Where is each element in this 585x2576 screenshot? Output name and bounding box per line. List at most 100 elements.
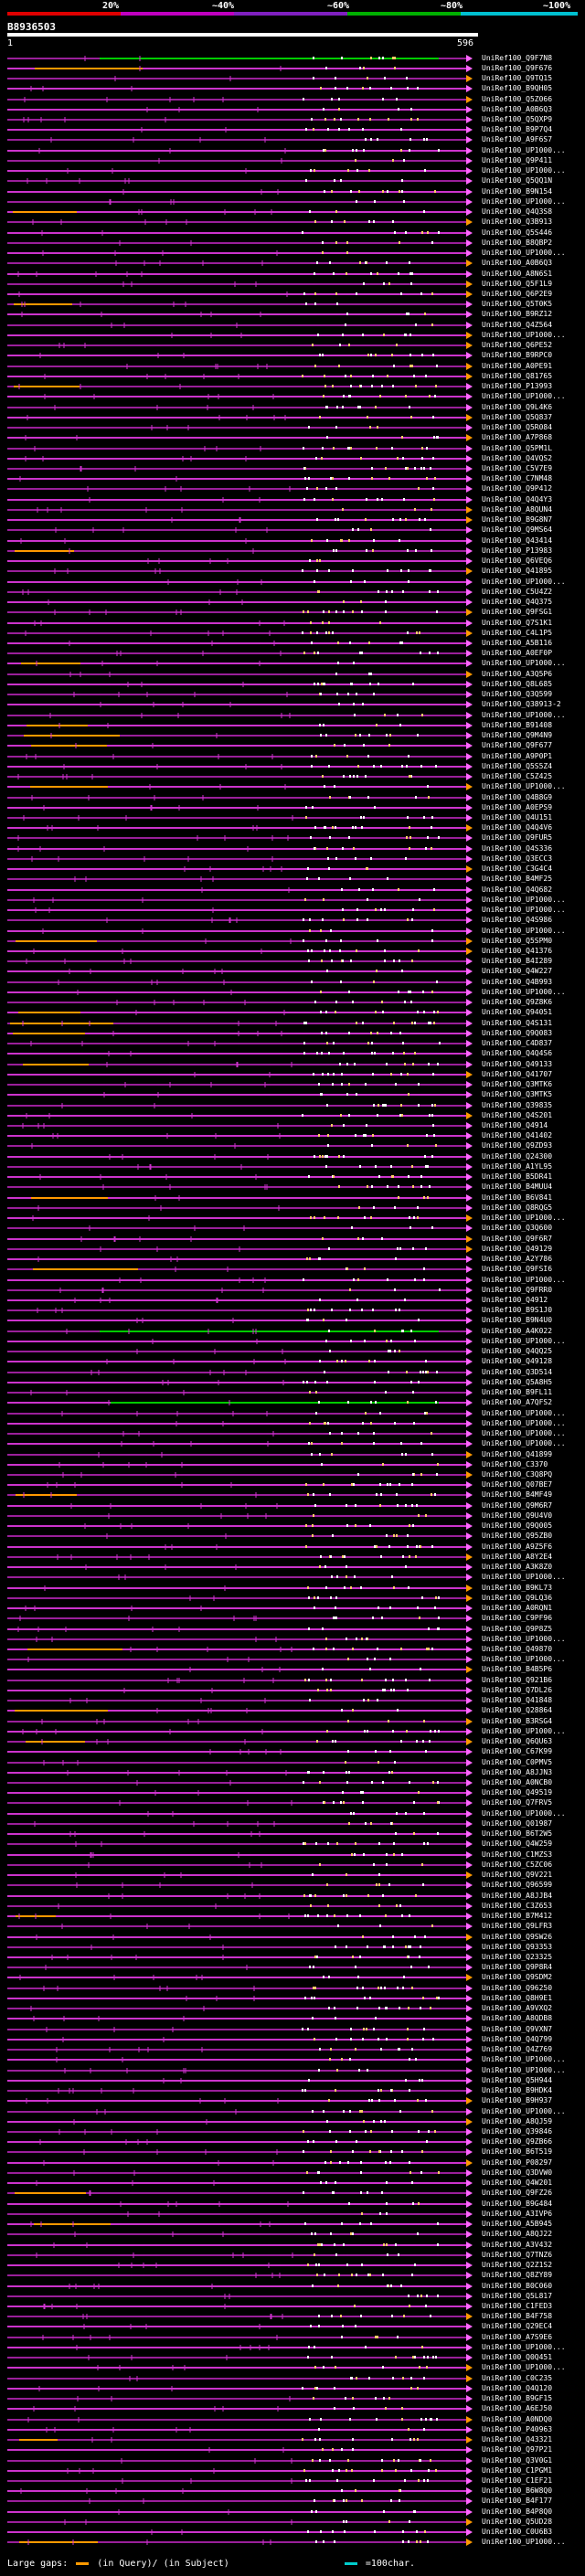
hit-label[interactable]: UniRef100_UP1000...: [482, 711, 566, 719]
hit-row[interactable]: [7, 1461, 473, 1468]
hit-label[interactable]: UniRef100_Q3B913: [482, 217, 553, 226]
hit-row[interactable]: [7, 968, 473, 975]
hit-label[interactable]: UniRef100_Q5S446: [482, 228, 553, 237]
hit-label[interactable]: UniRef100_A8N6S1: [482, 270, 553, 278]
hit-row[interactable]: [7, 2046, 473, 2053]
hit-row[interactable]: [7, 2477, 473, 2485]
hit-row[interactable]: [7, 1954, 473, 1961]
hit-row[interactable]: [7, 1389, 473, 1396]
hit-row[interactable]: [7, 177, 473, 185]
hit-row[interactable]: [7, 1585, 473, 1592]
hit-row[interactable]: [7, 1882, 473, 1889]
hit-row[interactable]: [7, 1923, 473, 1930]
hit-label[interactable]: UniRef100_A3K8Z0: [482, 1563, 553, 1571]
hit-label[interactable]: UniRef100_UP1000...: [482, 2538, 566, 2546]
hit-label[interactable]: UniRef100_Q39835: [482, 1101, 553, 1109]
hit-row[interactable]: [7, 2426, 473, 2433]
hit-label[interactable]: UniRef100_Q7S1K1: [482, 619, 553, 627]
hit-row[interactable]: [7, 2272, 473, 2279]
hit-row[interactable]: [7, 2518, 473, 2526]
hit-label[interactable]: UniRef100_Q23325: [482, 1953, 553, 1961]
hit-label[interactable]: UniRef100_Q5L817: [482, 2292, 553, 2300]
hit-row[interactable]: [7, 1615, 473, 1622]
hit-label[interactable]: UniRef100_Q9P8Z5: [482, 1625, 553, 1633]
hit-label[interactable]: UniRef100_Q5QXP9: [482, 115, 553, 123]
hit-label[interactable]: UniRef100_Q49519: [482, 1788, 553, 1797]
hit-row[interactable]: [7, 537, 473, 545]
hit-label[interactable]: UniRef100_Q5SPM0: [482, 937, 553, 945]
hit-label[interactable]: UniRef100_P13993: [482, 382, 553, 390]
hit-label[interactable]: UniRef100_Q9SW26: [482, 1933, 553, 1941]
hit-row[interactable]: [7, 794, 473, 801]
hit-label[interactable]: UniRef100_Q49128: [482, 1357, 553, 1365]
hit-label[interactable]: UniRef100_B9RPC0: [482, 351, 553, 359]
hit-label[interactable]: UniRef100_A7S9E6: [482, 2333, 553, 2341]
hit-label[interactable]: UniRef100_B6T2W5: [482, 1829, 553, 1838]
hit-row[interactable]: [7, 2293, 473, 2300]
hit-row[interactable]: [7, 783, 473, 790]
hit-label[interactable]: UniRef100_Q3V0G1: [482, 2456, 553, 2465]
hit-label[interactable]: UniRef100_C3370: [482, 1460, 548, 1468]
hit-label[interactable]: UniRef100_Q5QQ1N: [482, 176, 553, 185]
hit-label[interactable]: UniRef100_P13983: [482, 546, 553, 555]
hit-label[interactable]: UniRef100_A8QJ22: [482, 2230, 553, 2238]
hit-label[interactable]: UniRef100_A0NDQ0: [482, 2415, 553, 2423]
hit-label[interactable]: UniRef100_Q3Q600: [482, 1224, 553, 1232]
hit-label[interactable]: UniRef100_Q4Q120: [482, 2384, 553, 2392]
hit-row[interactable]: [7, 1020, 473, 1027]
hit-label[interactable]: UniRef100_UP1000...: [482, 249, 566, 257]
hit-label[interactable]: UniRef100_C3Z653: [482, 1902, 553, 1910]
hit-label[interactable]: UniRef100_A8Y2E4: [482, 1553, 553, 1561]
hit-row[interactable]: [7, 1348, 473, 1355]
hit-label[interactable]: UniRef100_A1YL95: [482, 1162, 553, 1171]
hit-label[interactable]: UniRef100_A3Q5P6: [482, 670, 553, 678]
hit-row[interactable]: [7, 1112, 473, 1119]
hit-row[interactable]: [7, 1369, 473, 1376]
hit-row[interactable]: [7, 1183, 473, 1191]
hit-row[interactable]: [7, 75, 473, 82]
hit-label[interactable]: UniRef100_UP1000...: [482, 906, 566, 914]
hit-row[interactable]: [7, 1532, 473, 1540]
hit-label[interactable]: UniRef100_UP1000...: [482, 146, 566, 154]
hit-row[interactable]: [7, 722, 473, 729]
hit-label[interactable]: UniRef100_B0C060: [482, 2282, 553, 2290]
hit-label[interactable]: UniRef100_B9GF15: [482, 2394, 553, 2402]
hit-row[interactable]: [7, 1871, 473, 1879]
hit-row[interactable]: [7, 1410, 473, 1417]
hit-label[interactable]: UniRef100_Q4S336: [482, 844, 553, 853]
hit-row[interactable]: [7, 906, 473, 914]
hit-row[interactable]: [7, 2108, 473, 2115]
hit-label[interactable]: UniRef100_C5U4Z2: [482, 588, 553, 596]
hit-label[interactable]: UniRef100_Q6VEQ6: [482, 557, 553, 565]
hit-row[interactable]: [7, 198, 473, 206]
hit-row[interactable]: [7, 1913, 473, 1920]
hit-row[interactable]: [7, 2026, 473, 2033]
hit-label[interactable]: UniRef100_C9PF96: [482, 1614, 553, 1622]
hit-row[interactable]: [7, 1759, 473, 1766]
hit-row[interactable]: [7, 1399, 473, 1406]
hit-label[interactable]: UniRef100_Q5PM1L: [482, 444, 553, 452]
hit-label[interactable]: UniRef100_UP1000...: [482, 166, 566, 175]
hit-row[interactable]: [7, 681, 473, 688]
hit-row[interactable]: [7, 1173, 473, 1181]
hit-row[interactable]: [7, 85, 473, 92]
hit-row[interactable]: [7, 2313, 473, 2320]
hit-label[interactable]: UniRef100_Q9P411: [482, 156, 553, 164]
hit-row[interactable]: [7, 465, 473, 472]
hit-label[interactable]: UniRef100_C0U6B3: [482, 2528, 553, 2536]
hit-label[interactable]: UniRef100_A8JJN3: [482, 1768, 553, 1776]
hit-label[interactable]: UniRef100_Q49129: [482, 1245, 553, 1253]
hit-row[interactable]: [7, 1030, 473, 1037]
hit-label[interactable]: UniRef100_UP1000...: [482, 331, 566, 339]
hit-label[interactable]: UniRef100_Q41376: [482, 947, 553, 955]
hit-label[interactable]: UniRef100_A8JJB4: [482, 1892, 553, 1900]
hit-row[interactable]: [7, 106, 473, 113]
hit-row[interactable]: [7, 1553, 473, 1561]
hit-label[interactable]: UniRef100_UP1000...: [482, 1655, 566, 1663]
hit-label[interactable]: UniRef100_Q4Q3S8: [482, 207, 553, 216]
hit-label[interactable]: UniRef100_Q3DVW0: [482, 2168, 553, 2177]
hit-label[interactable]: UniRef100_UP1000...: [482, 1276, 566, 1284]
hit-row[interactable]: [7, 1277, 473, 1284]
hit-label[interactable]: UniRef100_A4K022: [482, 1327, 553, 1335]
hit-row[interactable]: [7, 1204, 473, 1212]
